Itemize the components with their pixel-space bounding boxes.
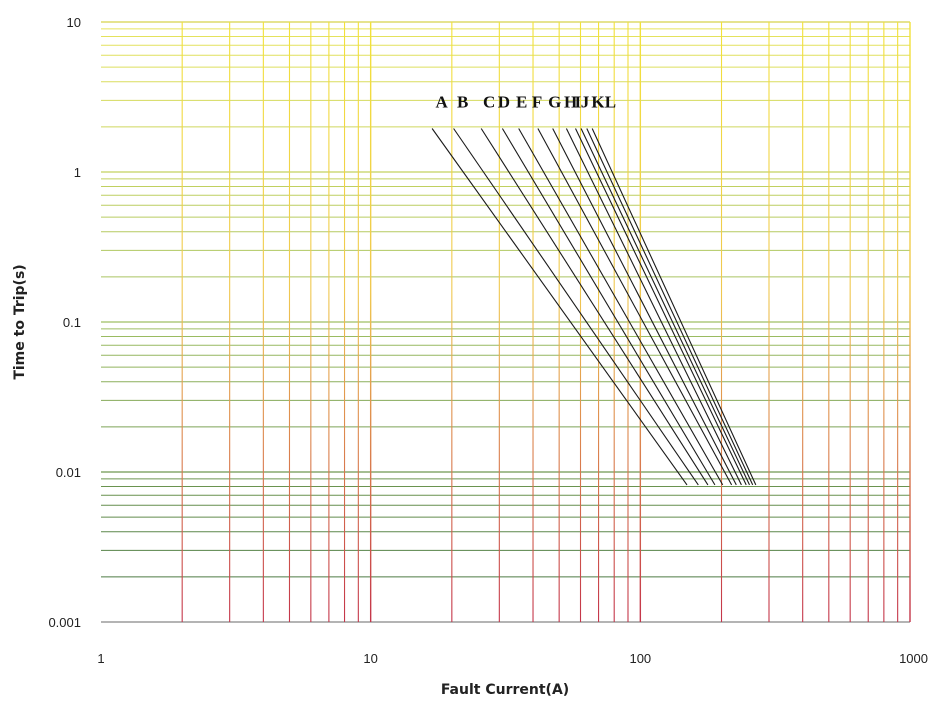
trip-curve-h [565,128,742,486]
trip-curve-b [453,128,699,486]
y-tick-label: 0.1 [63,315,81,330]
curve-label-j: J [581,92,590,111]
y-tick-label: 1 [74,165,81,180]
curve-label-l: L [605,92,616,111]
curve-label-d: D [498,92,510,111]
curve-label-k: K [591,92,605,111]
curve-label-e: E [516,92,527,111]
y-tick-label: 0.001 [48,615,81,630]
y-tick-label: 0.01 [56,465,81,480]
y-tick-labels: 10 1 0.1 0.01 0.001 [48,15,81,630]
y-axis-title: Time to Trip(s) [12,264,28,379]
curve-label-f: F [532,92,542,111]
x-tick-label: 1 [97,651,104,666]
trip-curve-d [501,128,716,486]
curve-label-i: I [575,92,582,111]
trip-curve-f [537,128,733,486]
y-tick-label: 10 [67,15,81,30]
trip-curve-j [580,128,750,486]
curve-label-h: H [564,92,577,111]
x-tick-label: 1000 [899,651,928,666]
curve-label-g: G [548,92,561,111]
trip-curve-l [591,128,757,486]
x-axis-title: Fault Current(A) [441,682,569,698]
vertical-gridlines [181,22,911,622]
x-tick-label: 10 [363,651,377,666]
horizontal-gridlines [101,21,910,623]
trip-curve-c [480,128,709,486]
curve-label-b: B [457,92,468,111]
trip-curve-a [431,128,688,486]
trip-curve-i [575,128,747,486]
trip-curve-g [552,128,737,486]
x-tick-label: 100 [629,651,651,666]
trip-curves [431,128,757,486]
curve-labels: A B C D E F G HI J K L [436,92,617,111]
curve-label-c: C [483,92,495,111]
curve-label-a: A [436,92,449,111]
x-tick-labels: 1 10 100 1000 [97,651,928,666]
trip-curve-k [586,128,754,486]
trip-curve-e [518,128,724,486]
